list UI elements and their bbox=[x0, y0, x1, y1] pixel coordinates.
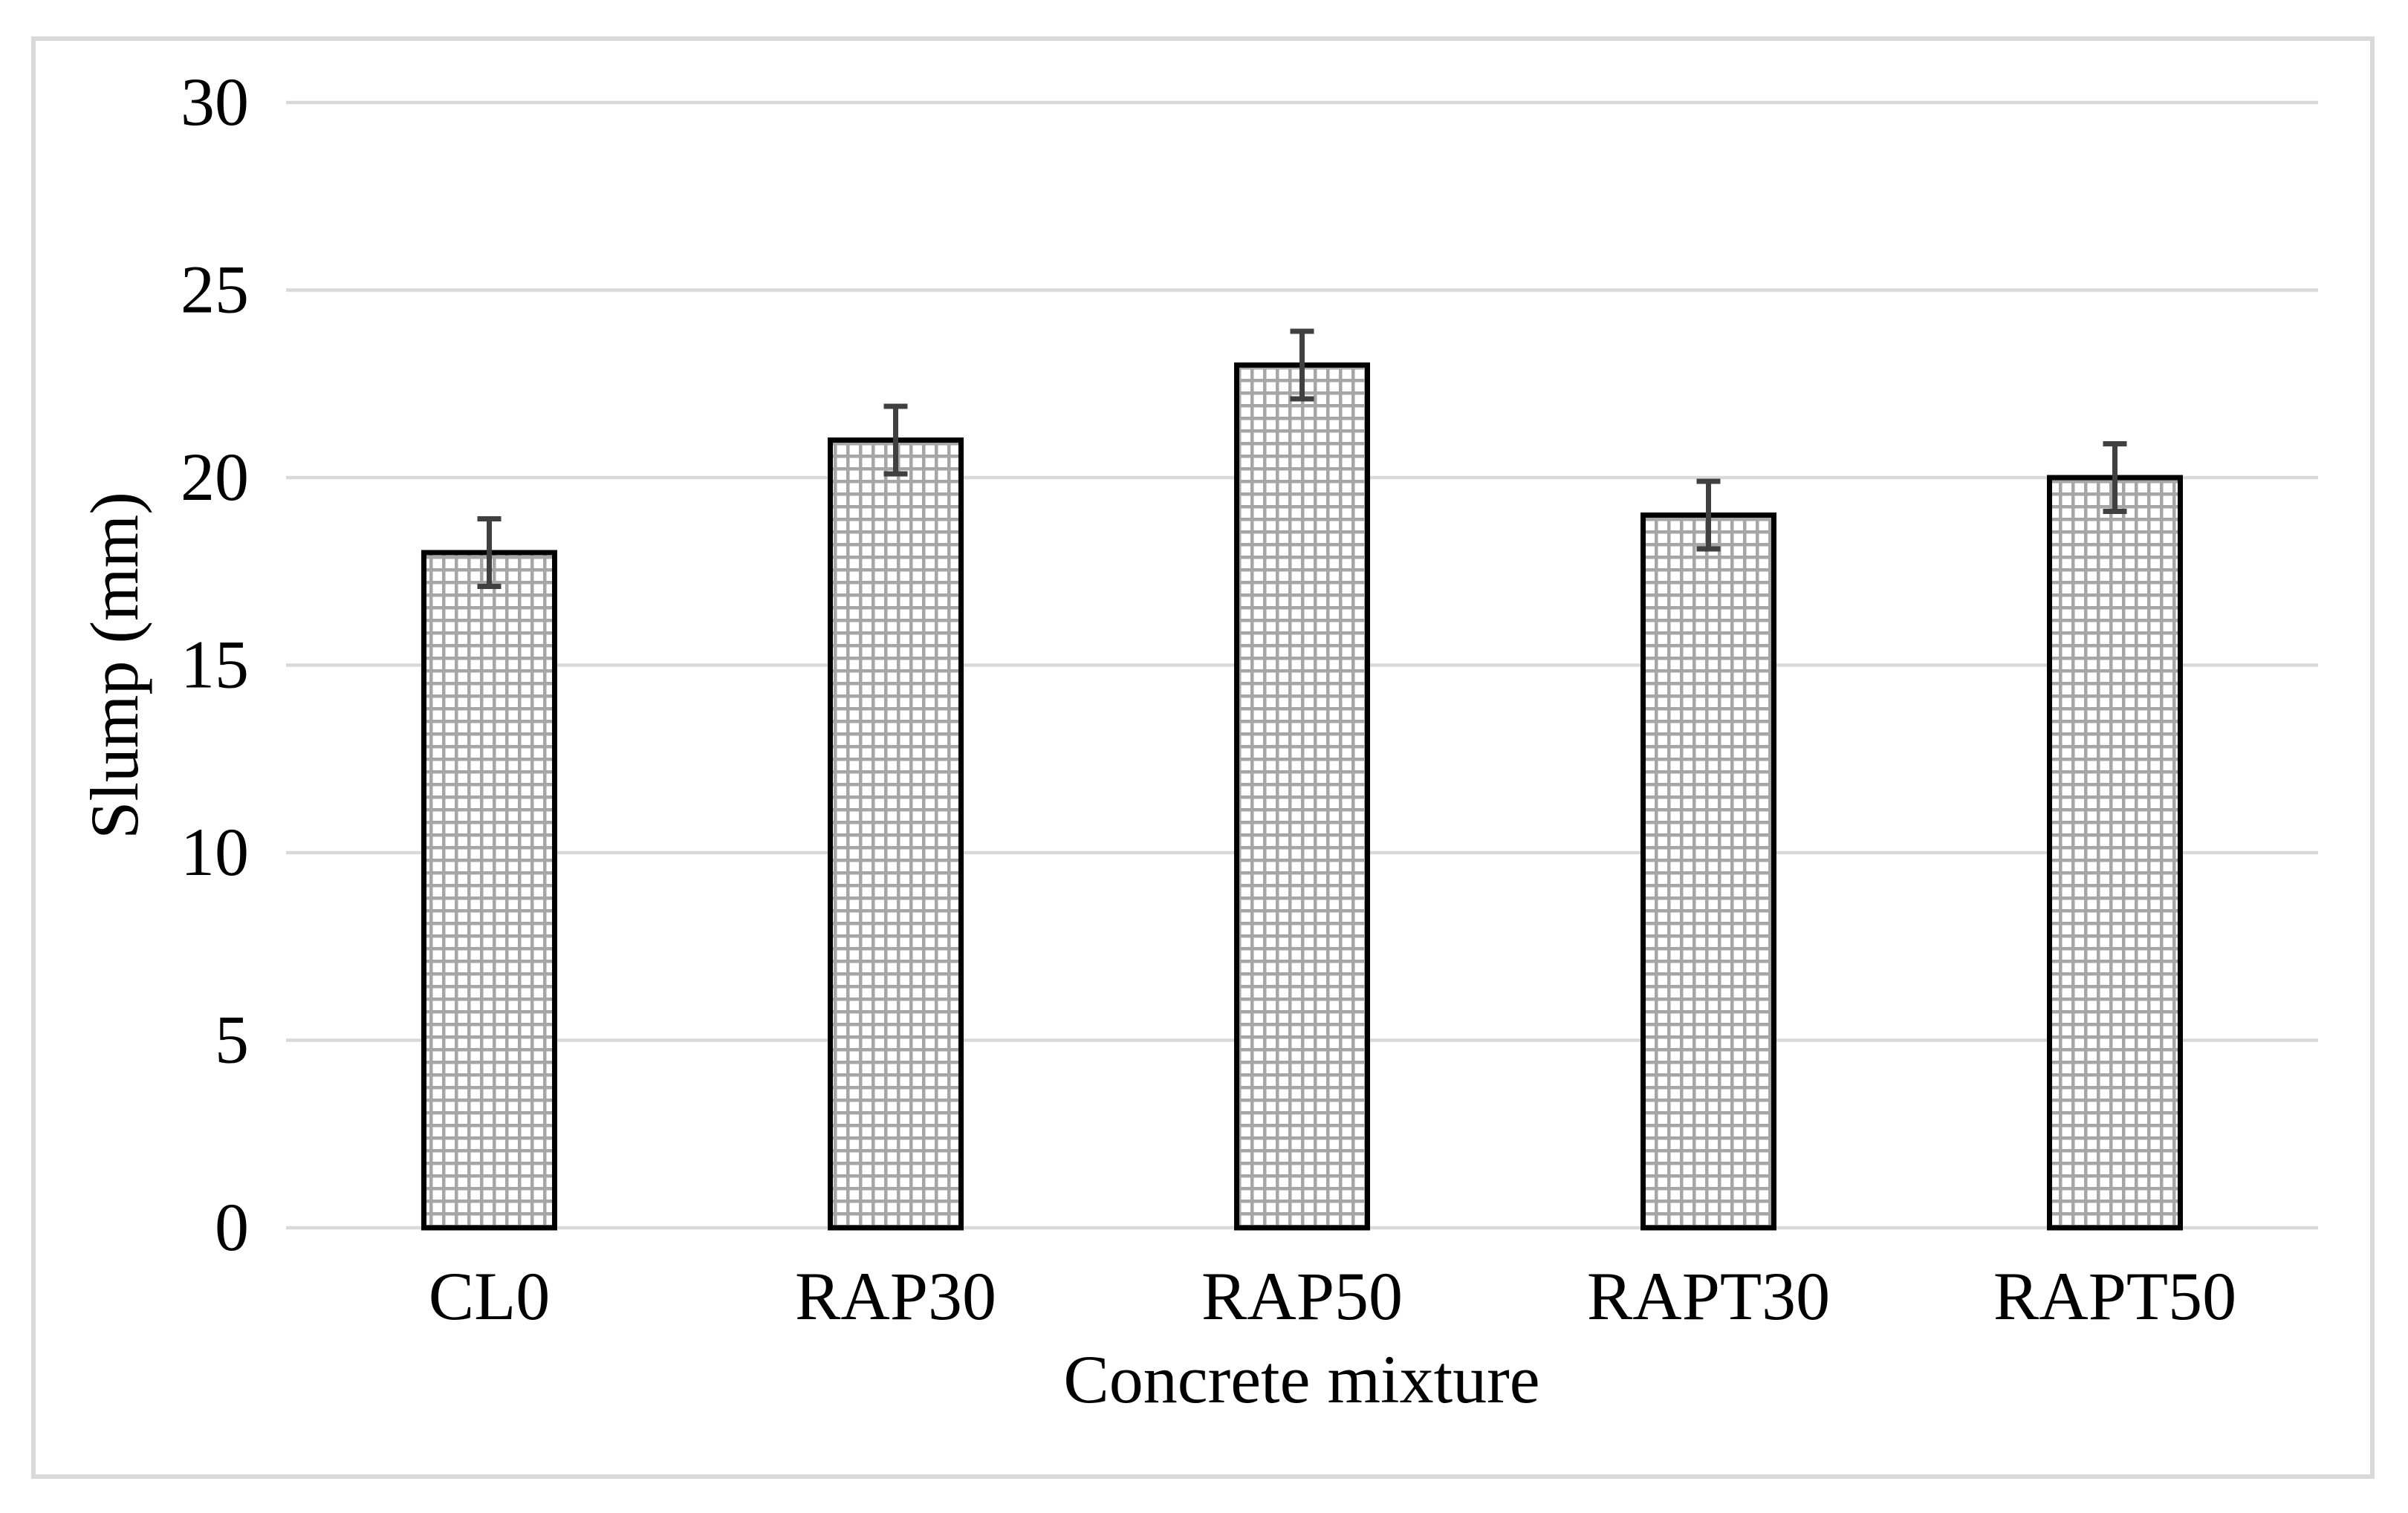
y-tick-label: 20 bbox=[181, 439, 249, 515]
y-tick-label: 0 bbox=[215, 1189, 249, 1265]
x-category-label: RAP50 bbox=[1201, 1258, 1403, 1334]
y-tick-label: 10 bbox=[181, 814, 249, 890]
x-axis-category-labels: CL0 RAP30 RAP50 RAPT30 RAPT50 bbox=[429, 1258, 2236, 1334]
bar bbox=[828, 437, 964, 1231]
y-tick-label: 30 bbox=[181, 64, 249, 140]
x-category-label: RAP30 bbox=[795, 1258, 996, 1334]
error-bar bbox=[883, 403, 908, 477]
x-category-label: CL0 bbox=[429, 1258, 551, 1334]
error-bar bbox=[1290, 328, 1314, 402]
bar bbox=[2047, 475, 2183, 1231]
error-bar bbox=[1696, 478, 1721, 552]
x-axis-title: Concrete mixture bbox=[1063, 1341, 1539, 1417]
y-axis-title: Slump (mm) bbox=[77, 492, 152, 839]
bar-series bbox=[421, 362, 2183, 1231]
x-category-label: RAPT50 bbox=[1993, 1258, 2236, 1334]
x-category-label: RAPT30 bbox=[1587, 1258, 1830, 1334]
bar bbox=[1641, 513, 1776, 1231]
y-tick-label: 15 bbox=[181, 627, 249, 703]
y-axis-tick-labels: 0 5 10 15 20 25 30 bbox=[181, 64, 249, 1265]
bar bbox=[421, 550, 557, 1231]
y-tick-label: 25 bbox=[181, 252, 249, 328]
bar bbox=[1234, 362, 1370, 1231]
error-bar bbox=[2103, 441, 2127, 514]
error-bar bbox=[477, 516, 502, 589]
error-bars bbox=[477, 328, 2127, 589]
y-tick-label: 5 bbox=[215, 1002, 249, 1078]
